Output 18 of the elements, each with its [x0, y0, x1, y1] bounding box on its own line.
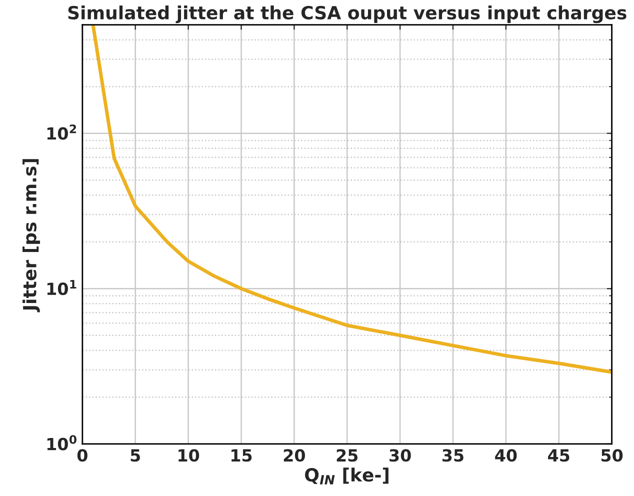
x-tick-label: 50 — [602, 449, 623, 462]
x-tick-label: 25 — [336, 449, 358, 462]
x-tick-label: 30 — [390, 449, 411, 462]
line-series — [91, 24, 612, 374]
x-tick-label: 10 — [178, 449, 200, 462]
x-tick-label: 20 — [284, 449, 305, 462]
y-tick-label: 10$^{0}$ — [47, 435, 76, 450]
x-tick-label: 15 — [232, 449, 252, 462]
x-tick-label: 40 — [495, 449, 517, 462]
y-axis-title: Jitter [ps r.m.s] — [22, 159, 40, 312]
x-tick-label: 45 — [548, 449, 570, 462]
y-tick-label: 10$^{1}$ — [47, 280, 76, 296]
y-tick-label: 10$^{2}$ — [47, 124, 76, 140]
x-tick-label: 5 — [130, 449, 140, 462]
x-axis-title: Q$_{IN}$ [ke-] — [305, 468, 388, 484]
x-tick-label: 0 — [77, 449, 88, 462]
x-tick-label: 35 — [442, 449, 464, 462]
chart-title: Simulated jitter at the CSA ouput versus input charges — [68, 6, 626, 24]
